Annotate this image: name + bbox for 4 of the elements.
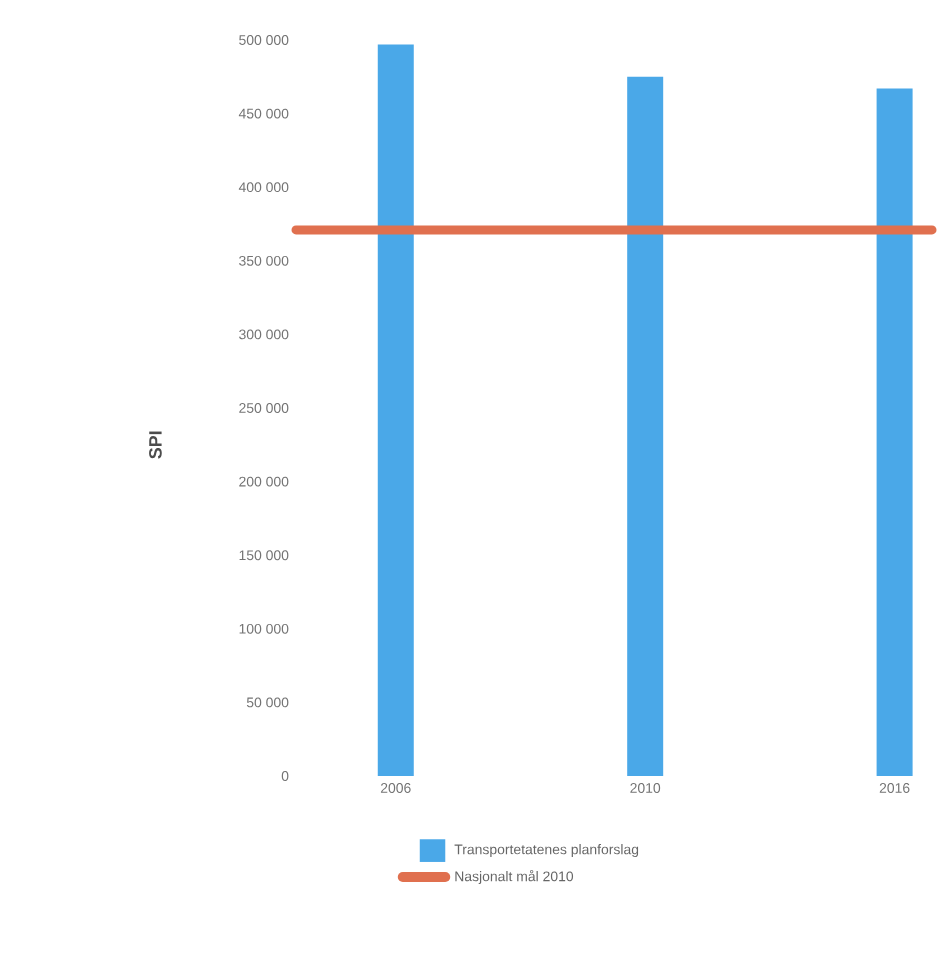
y-axis-title: SPI (149, 431, 162, 459)
bar (377, 44, 414, 776)
bar (627, 76, 664, 776)
bar (876, 88, 913, 776)
